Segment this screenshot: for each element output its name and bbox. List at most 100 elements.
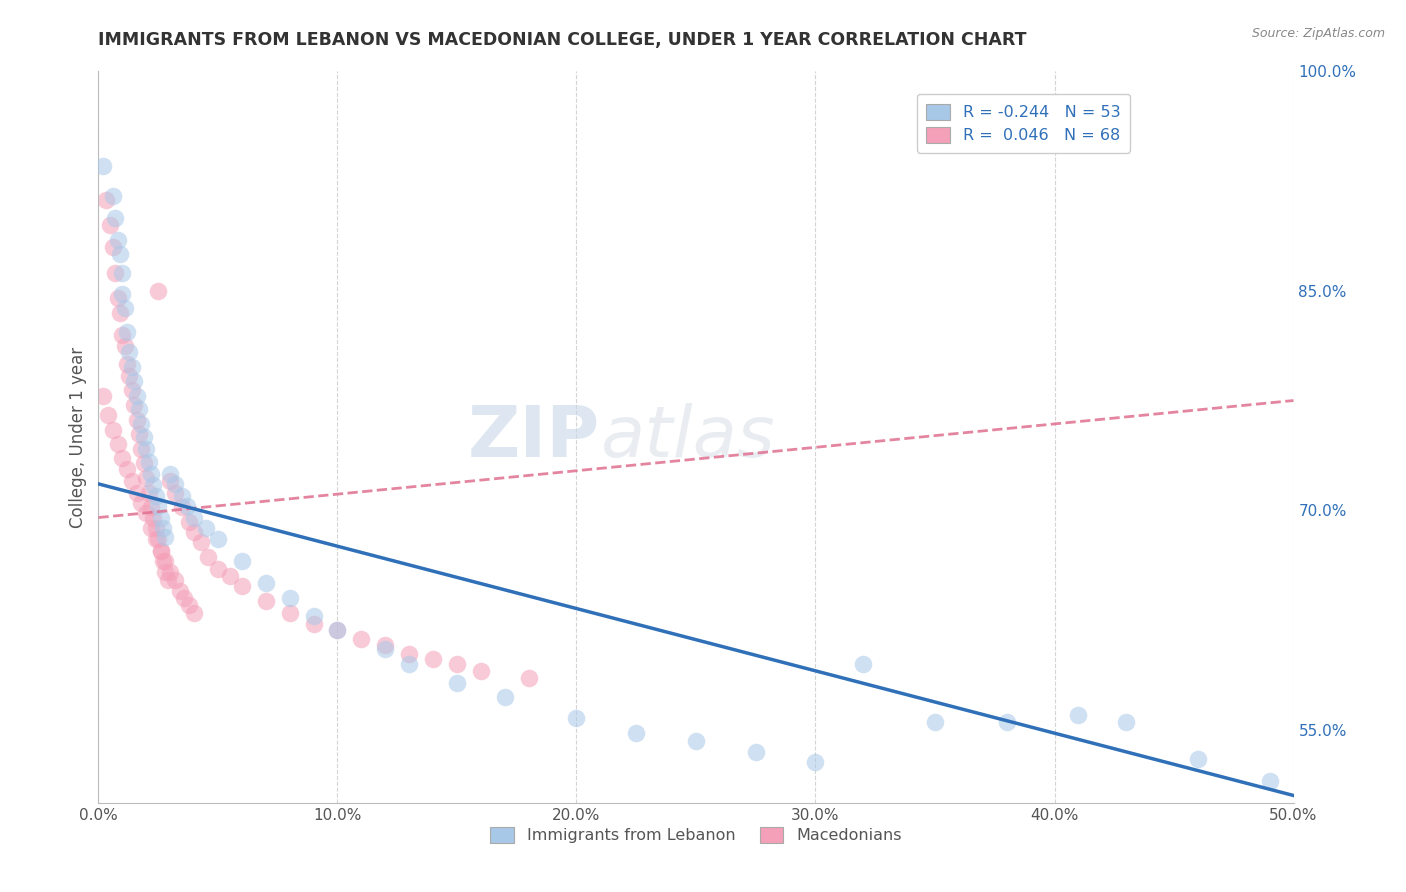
Point bbox=[108, 306, 131, 320]
Point bbox=[114, 301, 136, 316]
Point bbox=[124, 398, 146, 412]
Point bbox=[149, 510, 172, 524]
Point bbox=[104, 266, 127, 280]
Point bbox=[128, 427, 150, 442]
Point bbox=[131, 417, 153, 431]
Point bbox=[190, 535, 212, 549]
Point bbox=[121, 474, 143, 488]
Point bbox=[302, 608, 325, 623]
Point bbox=[183, 525, 205, 540]
Point bbox=[115, 462, 138, 476]
Point bbox=[121, 384, 143, 398]
Point bbox=[108, 247, 131, 261]
Text: atlas: atlas bbox=[600, 402, 775, 472]
Text: ZIP: ZIP bbox=[468, 402, 600, 472]
Point bbox=[1067, 708, 1090, 723]
Point bbox=[148, 499, 170, 513]
Point bbox=[254, 576, 277, 591]
Point bbox=[159, 467, 181, 481]
Point bbox=[159, 474, 181, 488]
Point bbox=[125, 412, 148, 426]
Point bbox=[139, 521, 162, 535]
Point bbox=[101, 188, 124, 202]
Point bbox=[118, 345, 141, 359]
Point bbox=[114, 339, 136, 353]
Point bbox=[101, 240, 124, 254]
Point bbox=[111, 327, 134, 342]
Point bbox=[470, 664, 492, 678]
Point bbox=[142, 510, 165, 524]
Point bbox=[142, 478, 165, 492]
Point bbox=[138, 455, 160, 469]
Point bbox=[745, 745, 768, 759]
Point bbox=[446, 657, 468, 671]
Point bbox=[326, 623, 349, 637]
Point bbox=[179, 515, 201, 529]
Point bbox=[152, 521, 174, 535]
Point bbox=[1115, 715, 1137, 730]
Point bbox=[326, 623, 349, 637]
Point bbox=[995, 715, 1018, 730]
Point bbox=[852, 657, 875, 671]
Point bbox=[924, 715, 946, 730]
Point bbox=[195, 521, 218, 535]
Point bbox=[152, 554, 174, 568]
Point bbox=[172, 500, 194, 515]
Point bbox=[398, 647, 420, 661]
Point bbox=[183, 510, 205, 524]
Y-axis label: College, Under 1 year: College, Under 1 year bbox=[69, 346, 87, 528]
Point bbox=[278, 591, 301, 605]
Point bbox=[155, 530, 177, 544]
Point bbox=[1187, 752, 1209, 766]
Point bbox=[132, 430, 155, 444]
Point bbox=[135, 471, 157, 485]
Point bbox=[118, 368, 141, 383]
Point bbox=[302, 617, 325, 632]
Point bbox=[115, 325, 138, 339]
Point bbox=[422, 652, 444, 666]
Point bbox=[91, 389, 114, 403]
Text: IMMIGRANTS FROM LEBANON VS MACEDONIAN COLLEGE, UNDER 1 YEAR CORRELATION CHART: IMMIGRANTS FROM LEBANON VS MACEDONIAN CO… bbox=[98, 31, 1026, 49]
Point bbox=[219, 569, 242, 583]
Point bbox=[97, 408, 120, 422]
Point bbox=[125, 389, 148, 403]
Point bbox=[101, 423, 124, 437]
Point bbox=[804, 755, 827, 769]
Point bbox=[128, 402, 150, 417]
Point bbox=[135, 506, 157, 520]
Point bbox=[131, 496, 153, 510]
Point bbox=[446, 676, 468, 690]
Text: Source: ZipAtlas.com: Source: ZipAtlas.com bbox=[1251, 27, 1385, 40]
Point bbox=[91, 160, 114, 174]
Point bbox=[111, 266, 134, 280]
Point bbox=[278, 606, 301, 620]
Point bbox=[98, 218, 122, 232]
Point bbox=[149, 544, 172, 558]
Point bbox=[172, 489, 194, 503]
Point bbox=[132, 457, 155, 471]
Point bbox=[145, 533, 167, 547]
Point bbox=[173, 591, 195, 605]
Point bbox=[121, 359, 143, 374]
Point bbox=[350, 632, 373, 646]
Point bbox=[374, 638, 396, 652]
Point bbox=[685, 734, 707, 748]
Point bbox=[131, 442, 153, 456]
Point bbox=[163, 485, 186, 500]
Point bbox=[179, 599, 201, 613]
Point bbox=[145, 521, 167, 535]
Point bbox=[155, 565, 177, 579]
Point bbox=[107, 291, 129, 305]
Point bbox=[107, 437, 129, 451]
Point bbox=[207, 562, 229, 576]
Point bbox=[111, 286, 134, 301]
Point bbox=[149, 544, 172, 558]
Point bbox=[517, 672, 540, 686]
Point bbox=[163, 574, 186, 588]
Point bbox=[94, 193, 117, 207]
Point bbox=[626, 725, 648, 739]
Point bbox=[155, 554, 177, 568]
Point bbox=[107, 233, 129, 247]
Point bbox=[207, 533, 229, 547]
Point bbox=[169, 583, 191, 598]
